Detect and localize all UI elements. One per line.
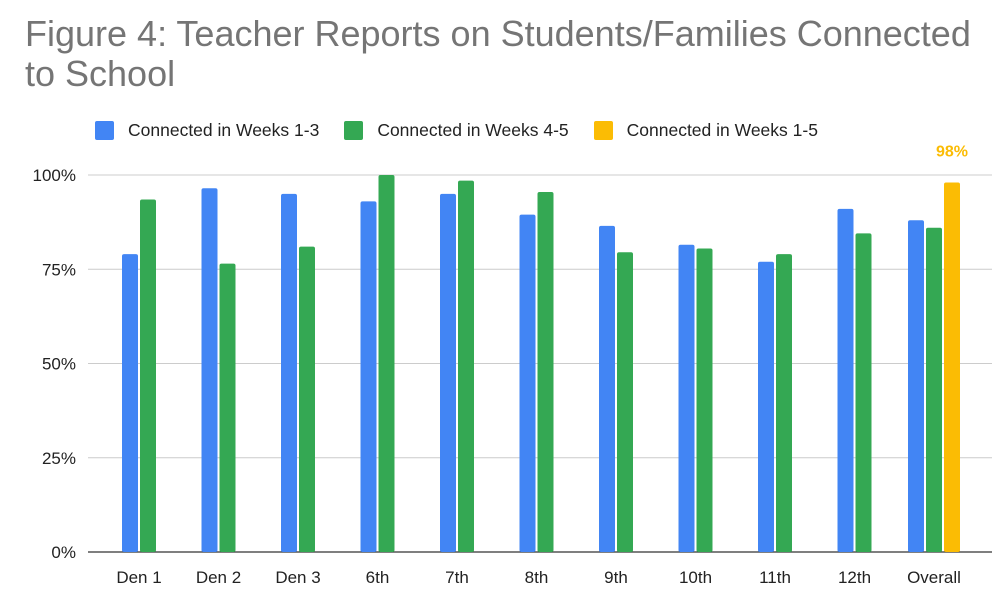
x-tick-label: 7th xyxy=(445,568,469,587)
bar-1 xyxy=(599,225,615,552)
bar-1 xyxy=(758,261,774,552)
bar-2 xyxy=(776,254,792,553)
bar-1 xyxy=(360,201,377,552)
bar-2 xyxy=(617,252,633,552)
legend-item-weeks-1-5: Connected in Weeks 1-5 xyxy=(593,119,818,141)
legend-swatch-weeks-1-3 xyxy=(95,120,114,140)
bar-2 xyxy=(926,227,942,552)
chart-legend: Connected in Weeks 1-3 Connected in Week… xyxy=(95,118,843,142)
bar-2 xyxy=(855,233,872,552)
data-label: 98% xyxy=(936,144,968,161)
bar-2 xyxy=(219,263,236,552)
bar-1 xyxy=(122,254,138,553)
bar-1 xyxy=(837,208,854,552)
bar-2 xyxy=(458,180,474,552)
bar-1 xyxy=(519,214,536,552)
x-tick-label: 9th xyxy=(604,568,628,587)
bar-2 xyxy=(140,199,156,552)
y-tick-label: 50% xyxy=(42,355,76,374)
x-tick-label: 6th xyxy=(366,568,390,587)
bar-1 xyxy=(908,220,924,553)
y-tick-label: 25% xyxy=(42,449,76,468)
bar-2 xyxy=(378,175,395,552)
x-tick-label: Den 2 xyxy=(196,568,241,587)
bar-1 xyxy=(281,193,297,552)
bar-2 xyxy=(537,191,554,552)
legend-swatch-weeks-1-5 xyxy=(593,120,613,140)
x-tick-label: Overall xyxy=(907,568,961,587)
x-tick-label: 11th xyxy=(759,568,791,587)
x-tick-label: 10th xyxy=(679,568,712,587)
x-tick-label: 8th xyxy=(525,568,549,587)
x-tick-label: 12th xyxy=(838,568,871,587)
legend-swatch-weeks-4-5 xyxy=(344,120,364,140)
legend-label-weeks-1-5: Connected in Weeks 1-5 xyxy=(626,119,818,140)
bar-3 xyxy=(944,182,960,553)
legend-label-weeks-4-5: Connected in Weeks 4-5 xyxy=(377,119,569,140)
legend-item-weeks-4-5: Connected in Weeks 4-5 xyxy=(344,119,569,141)
y-tick-label: 0% xyxy=(51,543,76,562)
bar-2 xyxy=(696,248,713,552)
legend-label-weeks-1-3: Connected in Weeks 1-3 xyxy=(128,119,320,140)
bar-1 xyxy=(201,188,218,552)
x-tick-label: Den 3 xyxy=(275,568,320,587)
y-tick-label: 75% xyxy=(42,260,76,279)
chart-title: Figure 4: Teacher Reports on Students/Fa… xyxy=(25,13,971,94)
bar-1 xyxy=(440,193,456,552)
legend-item-weeks-1-3: Connected in Weeks 1-3 xyxy=(95,120,319,141)
y-tick-label: 100% xyxy=(33,166,76,185)
bar-2 xyxy=(299,246,315,552)
x-tick-label: Den 1 xyxy=(116,568,161,587)
bar-1 xyxy=(678,244,695,552)
